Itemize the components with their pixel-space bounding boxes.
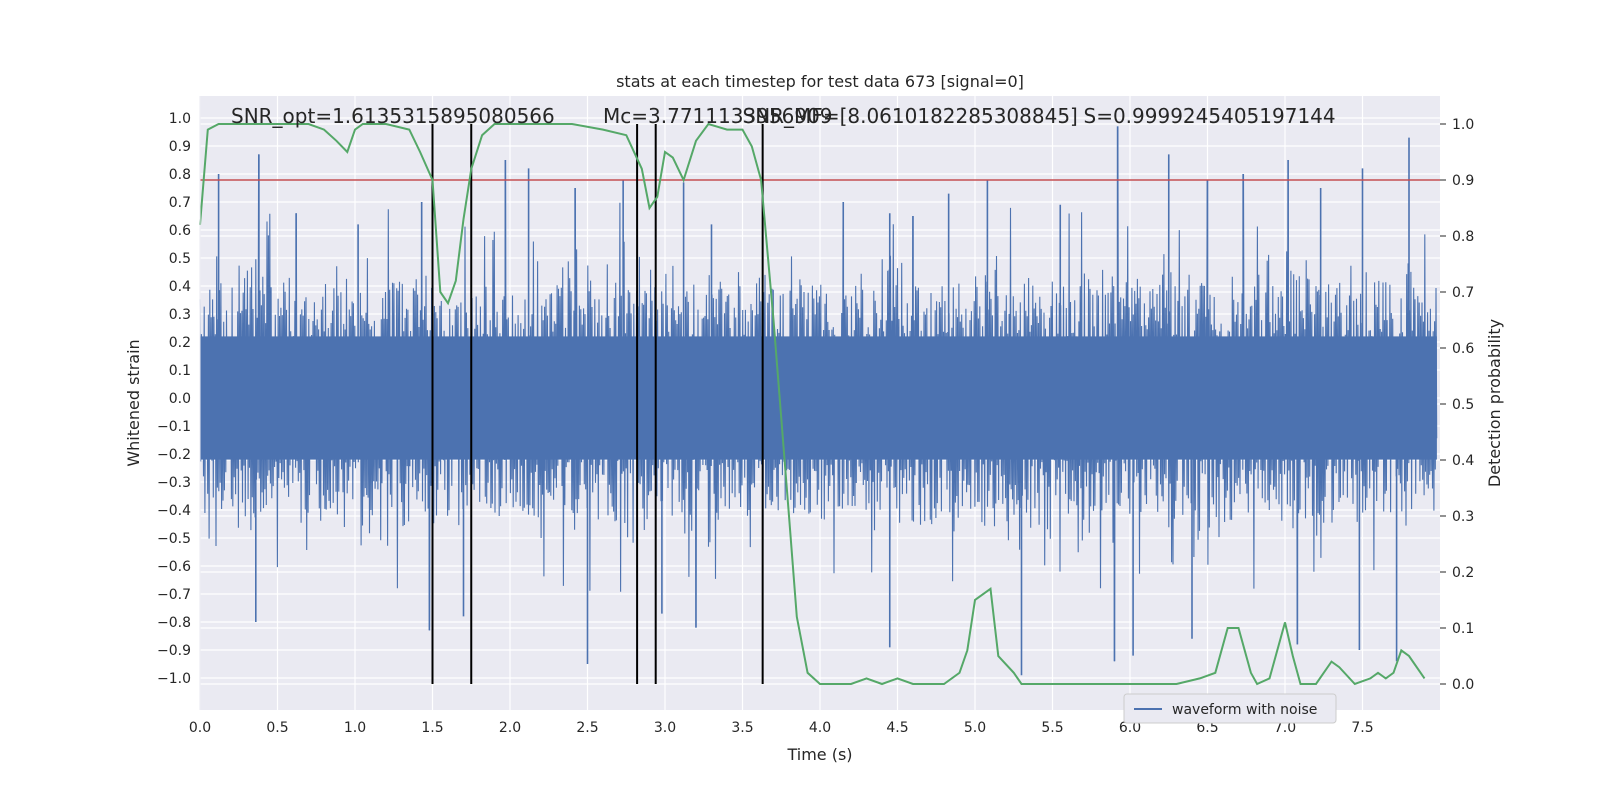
annotation-text: S=0.9999245405197144 — [1084, 104, 1336, 128]
y-tick-label: 0.2 — [169, 335, 191, 351]
y-tick-label: 0.3 — [169, 307, 191, 323]
x-tick-label: 3.0 — [654, 720, 676, 736]
x-tick-label: 5.5 — [1041, 720, 1063, 736]
x-tick-label: 1.5 — [421, 720, 443, 736]
y-tick-label: −0.4 — [157, 503, 191, 519]
detection-probability-line — [199, 122, 1426, 686]
y-tick-label: −0.5 — [157, 531, 191, 547]
annot-layer: SNR_opt=1.6135315895080566 Mc=3.771113395… — [231, 104, 1336, 128]
y-tick-label: −0.6 — [157, 559, 191, 575]
y2-tick-label: 0.4 — [1452, 453, 1474, 469]
y-tick-label: 0.0 — [169, 391, 191, 407]
tick-layer: 0.0 0.5 1.0 1.5 2.0 2.5 3.0 3.5 4.0 4.5 5.0 5.5 6.0 6… — [157, 96, 1474, 736]
y-tick-label: −0.7 — [157, 587, 191, 603]
waveform-layer — [199, 126, 1438, 676]
y-tick-label: 0.6 — [169, 223, 191, 239]
x-tick-label: 2.0 — [499, 720, 521, 736]
x-tick-label: 4.0 — [809, 720, 831, 736]
y2-tick-label: 0.8 — [1452, 229, 1474, 245]
x-tick-label: 2.5 — [576, 720, 598, 736]
y-tick-label: 0.5 — [169, 251, 191, 267]
y-tick-label: 0.8 — [169, 167, 191, 183]
x-tick-label: 6.5 — [1196, 720, 1218, 736]
annotation-text: Mc=3.7711133956909 — [603, 104, 833, 128]
annotation-text: SNR_MF=[8.0610182285308845] — [743, 104, 1078, 128]
y-tick-label: 1.0 — [169, 111, 191, 127]
y-tick-label: −0.3 — [157, 475, 191, 491]
x-tick-label: 7.5 — [1351, 720, 1373, 736]
y2-tick-label: 0.0 — [1452, 677, 1474, 693]
annotation-text: SNR_opt=1.6135315895080566 — [231, 104, 555, 128]
y2-axis-label: Detection probability — [1485, 319, 1504, 487]
legend-box — [1123, 693, 1337, 724]
y-tick-label: 0.1 — [169, 363, 191, 379]
y-tick-label: −0.1 — [157, 419, 191, 435]
vline-layer — [431, 124, 764, 684]
y2-tick-label: 0.5 — [1452, 397, 1474, 413]
y-tick-label: 0.7 — [169, 195, 191, 211]
y2-tick-label: 0.1 — [1452, 621, 1474, 637]
x-tick-label: 0.5 — [266, 720, 288, 736]
legend: waveform with noise — [1123, 693, 1337, 724]
y-tick-label: 0.4 — [169, 279, 191, 295]
y2-tick-label: 0.7 — [1452, 285, 1474, 301]
y-tick-label: −0.9 — [157, 643, 191, 659]
x-tick-label: 6.0 — [1119, 720, 1141, 736]
y-tick-label: 0.9 — [169, 139, 191, 155]
x-tick-label: 7.0 — [1274, 720, 1296, 736]
x-tick-label: 1.0 — [344, 720, 366, 736]
y-tick-label: −0.2 — [157, 447, 191, 463]
y2-tick-label: 0.9 — [1452, 173, 1474, 189]
y-axis-label: Whitened strain — [124, 339, 143, 466]
y-tick-label: −0.8 — [157, 615, 191, 631]
chart-title: stats at each timestep for test data 673… — [616, 72, 1024, 91]
x-tick-label: 0.0 — [189, 720, 211, 736]
y2-tick-label: 1.0 — [1452, 117, 1474, 133]
x-tick-label: 5.0 — [964, 720, 986, 736]
x-axis-label: Time (s) — [786, 745, 852, 764]
y2-tick-label: 0.2 — [1452, 565, 1474, 581]
y-tick-label: −1.0 — [157, 671, 191, 687]
y2-tick-label: 0.6 — [1452, 341, 1474, 357]
x-tick-label: 3.5 — [731, 720, 753, 736]
prob-layer — [199, 122, 1426, 686]
waveform-core-band — [200, 336, 1437, 460]
x-tick-label: 4.5 — [886, 720, 908, 736]
legend-label: waveform with noise — [1172, 702, 1317, 718]
y2-tick-label: 0.3 — [1452, 509, 1474, 525]
